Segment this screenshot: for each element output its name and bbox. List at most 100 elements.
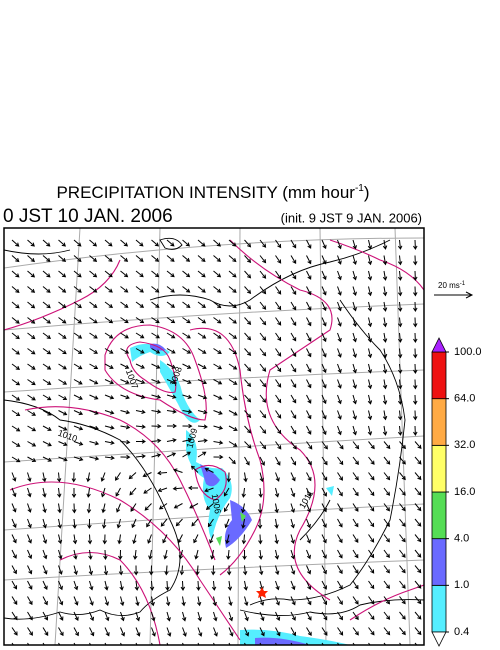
wind-arrow [352,534,359,543]
wind-arrow [275,410,282,419]
wind-arrow [352,565,359,574]
wind-arrow [399,518,406,527]
wind-arrow [382,348,388,359]
wind-arrow [367,301,373,312]
wind-arrow [177,534,183,544]
wind-arrow [120,379,130,385]
wind-arrow [228,627,234,637]
valid-time: 0 JST 10 JAN. 2006 [3,206,173,227]
isobars [4,239,424,645]
wind-arrow [399,611,406,620]
wind-arrow [383,642,387,645]
wind-arrow [383,441,391,450]
wind-arrow [182,451,191,458]
wind-arrow [166,379,177,384]
wind-arrow [368,549,375,559]
wind-arrow [414,518,422,527]
wind-arrow [73,348,83,354]
wind-arrow [337,472,343,481]
wind-arrow [89,255,98,262]
wind-arrow [27,549,33,560]
wind-arrow [306,379,312,389]
wind-arrow [102,534,107,545]
wind-arrow [306,239,312,249]
wind-arrow [352,317,357,328]
vector-scale-arrow [434,291,474,299]
wind-arrow [166,409,177,414]
wind-arrow [120,394,130,400]
wind-arrow [11,255,20,263]
wind-arrow [27,487,32,498]
wind-arrow [58,394,68,400]
wind-arrow [182,379,192,384]
wind-arrow [368,518,375,528]
wind-arrow [399,487,406,496]
wind-arrow [73,642,76,645]
wind-arrow [166,332,176,339]
wind-arrow [89,642,92,645]
wind-arrow [197,286,206,293]
wind-arrow [290,410,297,420]
wind-arrow [27,239,35,247]
wind-arrow [213,363,223,370]
wind-arrow [151,363,161,369]
wind-arrow [182,301,191,308]
wind-arrow [368,487,375,497]
wind-arrow [197,642,200,645]
wind-arrow [27,301,36,309]
wind-arrow [73,332,83,339]
wind-arrow [382,410,388,421]
wind-arrow [27,518,32,529]
wind-arrow [195,565,200,576]
wind-arrow [321,472,328,482]
wind-arrow [414,503,422,512]
wind-arrow [368,441,375,450]
wind-arrow [337,332,342,343]
contour-label: 1007 [124,368,140,390]
wind-arrow [166,348,176,354]
wind-arrow [197,255,206,262]
wind-arrow [58,239,66,247]
wind-arrow [197,270,206,278]
wind-arrow [306,549,311,560]
wind-arrow [173,503,183,509]
wind-arrow [337,596,343,605]
wind-arrow [306,410,312,420]
wind-arrow [213,627,218,637]
wind-arrow [244,255,252,263]
wind-arrow [135,239,144,247]
wind-arrow [290,503,296,514]
wind-arrow [290,487,296,498]
wind-arrow [191,518,199,527]
wind-arrow [306,270,312,280]
wind-arrow [73,379,83,385]
wind-arrow [321,348,327,358]
wind-arrow [119,580,124,591]
wind-arrow [275,255,282,264]
wind-arrow [118,549,123,560]
colorbar-tick-label: 100.0 [454,346,482,358]
wind-arrow [274,534,279,545]
wind-arrow [182,363,192,369]
wind-arrow [58,410,68,416]
map: 1007 1008 1010 1009 1006 1011 [3,227,425,646]
wind-arrow [259,611,265,622]
wind-arrow [133,549,138,560]
wind-arrow [228,642,231,645]
wind-arrow [259,239,267,248]
wind-arrow [257,503,263,514]
wind-arrow [128,472,137,480]
wind-arrow [321,317,327,327]
wind-arrow [135,596,140,607]
wind-arrow [228,301,237,309]
colorbar-tick-label: 16.0 [454,486,475,498]
wind-arrow [275,596,280,606]
wind-arrow [337,487,343,497]
wind-arrow [414,565,422,574]
wind-arrow [413,410,418,421]
wind-arrow [244,456,250,466]
wind-arrow [337,425,342,436]
wind-arrow [120,424,131,430]
wind-arrow [275,301,282,311]
wind-arrow [11,379,21,386]
